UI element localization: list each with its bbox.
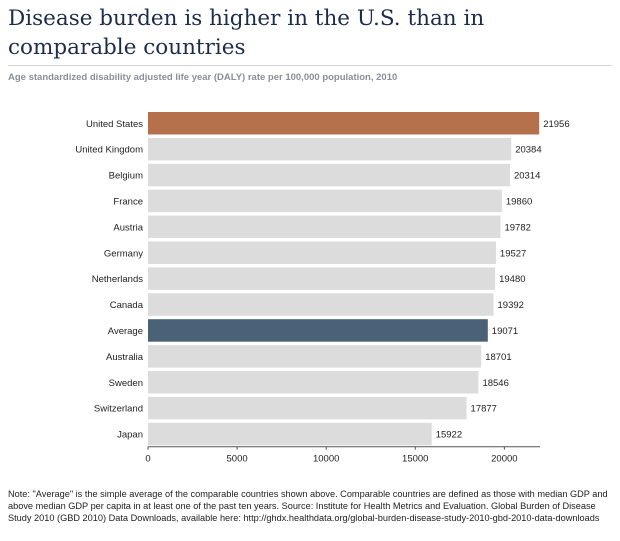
category-label: Australia [106, 352, 144, 363]
bar-japan [148, 422, 432, 446]
value-label: 18701 [485, 352, 511, 363]
x-tick-label: 5000 [227, 454, 248, 465]
category-label: Switzerland [94, 404, 143, 415]
x-tick-label: 20000 [491, 454, 517, 465]
value-label: 19392 [498, 300, 524, 311]
value-label: 21956 [543, 119, 569, 130]
category-label: Canada [110, 300, 144, 311]
category-label: Austria [113, 222, 143, 233]
category-label: United Kingdom [75, 145, 143, 156]
value-label: 19782 [504, 222, 530, 233]
value-label: 17877 [471, 404, 497, 415]
category-label: Germany [104, 248, 143, 259]
bar-chart: United States 21956 United Kingdom 20384 Bel… [75, 112, 570, 465]
title-divider [8, 65, 612, 66]
bar-netherlands [148, 267, 496, 290]
category-label: Average [108, 326, 143, 337]
bar-united-states [148, 112, 540, 135]
value-label: 19860 [506, 196, 532, 207]
bar-germany [148, 241, 496, 264]
value-label: 20384 [515, 145, 541, 156]
bar-united-kingdom [148, 137, 512, 161]
x-tick-label: 0 [145, 454, 150, 465]
x-tick-label: 15000 [402, 454, 428, 465]
category-label: France [113, 196, 143, 207]
category-label: Japan [117, 430, 143, 441]
chart-title: Disease burden is higher in the U.S. tha… [8, 6, 485, 60]
value-label: 15922 [436, 430, 462, 441]
bar-austria [148, 215, 501, 239]
category-label: Netherlands [92, 274, 143, 285]
value-label: 20314 [514, 171, 540, 182]
category-label: Belgium [109, 171, 143, 182]
bar-france [148, 189, 502, 213]
value-label: 19480 [499, 274, 525, 285]
value-label: 19071 [492, 326, 518, 337]
bar-switzerland [148, 396, 467, 420]
bar-australia [148, 345, 482, 368]
bar-canada [148, 293, 494, 316]
bar-sweden [148, 371, 479, 394]
value-label: 18546 [482, 378, 508, 389]
bar-belgium [148, 163, 510, 187]
source-note: Note: "Average" is the simple average of… [8, 489, 608, 524]
x-tick-label: 10000 [313, 454, 339, 465]
category-label: Sweden [109, 378, 143, 389]
chart-subtitle: Age standardized disability adjusted lif… [8, 72, 398, 83]
value-label: 19527 [500, 248, 526, 259]
bar-average [148, 319, 488, 342]
category-label: United States [86, 119, 143, 130]
